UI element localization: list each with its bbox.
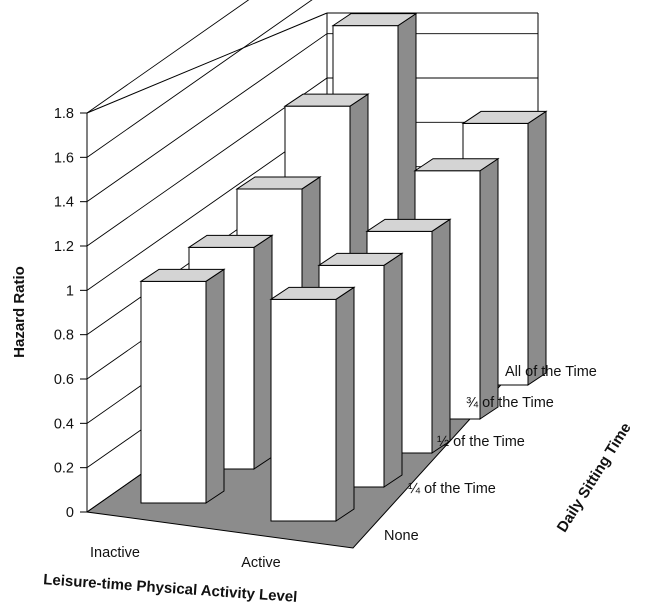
bar-top-face — [187, 234, 274, 248]
y-tick-label: 0.2 — [54, 461, 74, 477]
bar-top-face — [331, 13, 418, 27]
bar-top-face — [235, 176, 322, 190]
bar-side-face — [479, 157, 499, 420]
depth-category-label: ½ of the Time — [437, 434, 525, 450]
bar-top-face — [317, 252, 404, 266]
depth-category-label: None — [384, 528, 419, 544]
bar-side-face — [383, 252, 403, 488]
y-tick-label: 1.4 — [54, 195, 74, 211]
y-tick-label: 1.2 — [54, 239, 74, 255]
bar-front-face — [270, 298, 337, 522]
bar-side-face — [527, 110, 547, 386]
depth-axis-title: Daily Sitting Time — [554, 420, 635, 536]
y-tick-label: 0.6 — [54, 372, 74, 388]
y-tick-label: 0 — [66, 505, 74, 521]
bar-top-face — [139, 268, 226, 282]
bar-front-face — [140, 280, 207, 504]
bar-top-face — [413, 158, 500, 172]
bar — [139, 268, 226, 504]
x-axis-title: Leisure-time Physical Activity Level — [43, 571, 298, 606]
bar-top-face — [461, 110, 548, 124]
bar — [269, 286, 356, 522]
x-category-label: Active — [241, 555, 281, 571]
gridline — [86, 0, 313, 158]
bars-layer — [139, 12, 548, 522]
depth-category-label: All of the Time — [505, 364, 597, 380]
bar-top-face — [365, 218, 452, 232]
gridline — [86, 77, 538, 247]
category-layer: Inactive Active — [90, 545, 281, 571]
depth-category-label: ¼ of the Time — [408, 481, 496, 497]
bar-top-face — [283, 93, 370, 107]
gridline — [86, 0, 250, 114]
y-tick-label: 1 — [66, 283, 74, 299]
left-wall-top-edge — [86, 12, 328, 114]
y-tick-layer: 0 0.2 0.4 0.6 0.8 1 1.2 1.4 1.6 1.8 — [54, 106, 74, 521]
bar-top-face — [269, 286, 356, 300]
y-tick-label: 0.8 — [54, 328, 74, 344]
bar-side-face — [205, 268, 225, 504]
y-axis-title: Hazard Ratio — [11, 266, 28, 358]
gridline — [86, 33, 538, 203]
bar-side-face — [253, 234, 273, 470]
bar-side-face — [335, 286, 355, 522]
depth-category-label: ¾ of the Time — [466, 395, 554, 411]
y-tick-label: 1.6 — [54, 150, 74, 166]
x-category-label: Inactive — [90, 545, 140, 561]
depth-label-layer: None ¼ of the Time ½ of the Time ¾ of th… — [384, 364, 597, 544]
y-tick-label: 0.4 — [54, 416, 74, 432]
bar-side-face — [431, 218, 451, 454]
y-tick-label: 1.8 — [54, 106, 74, 122]
